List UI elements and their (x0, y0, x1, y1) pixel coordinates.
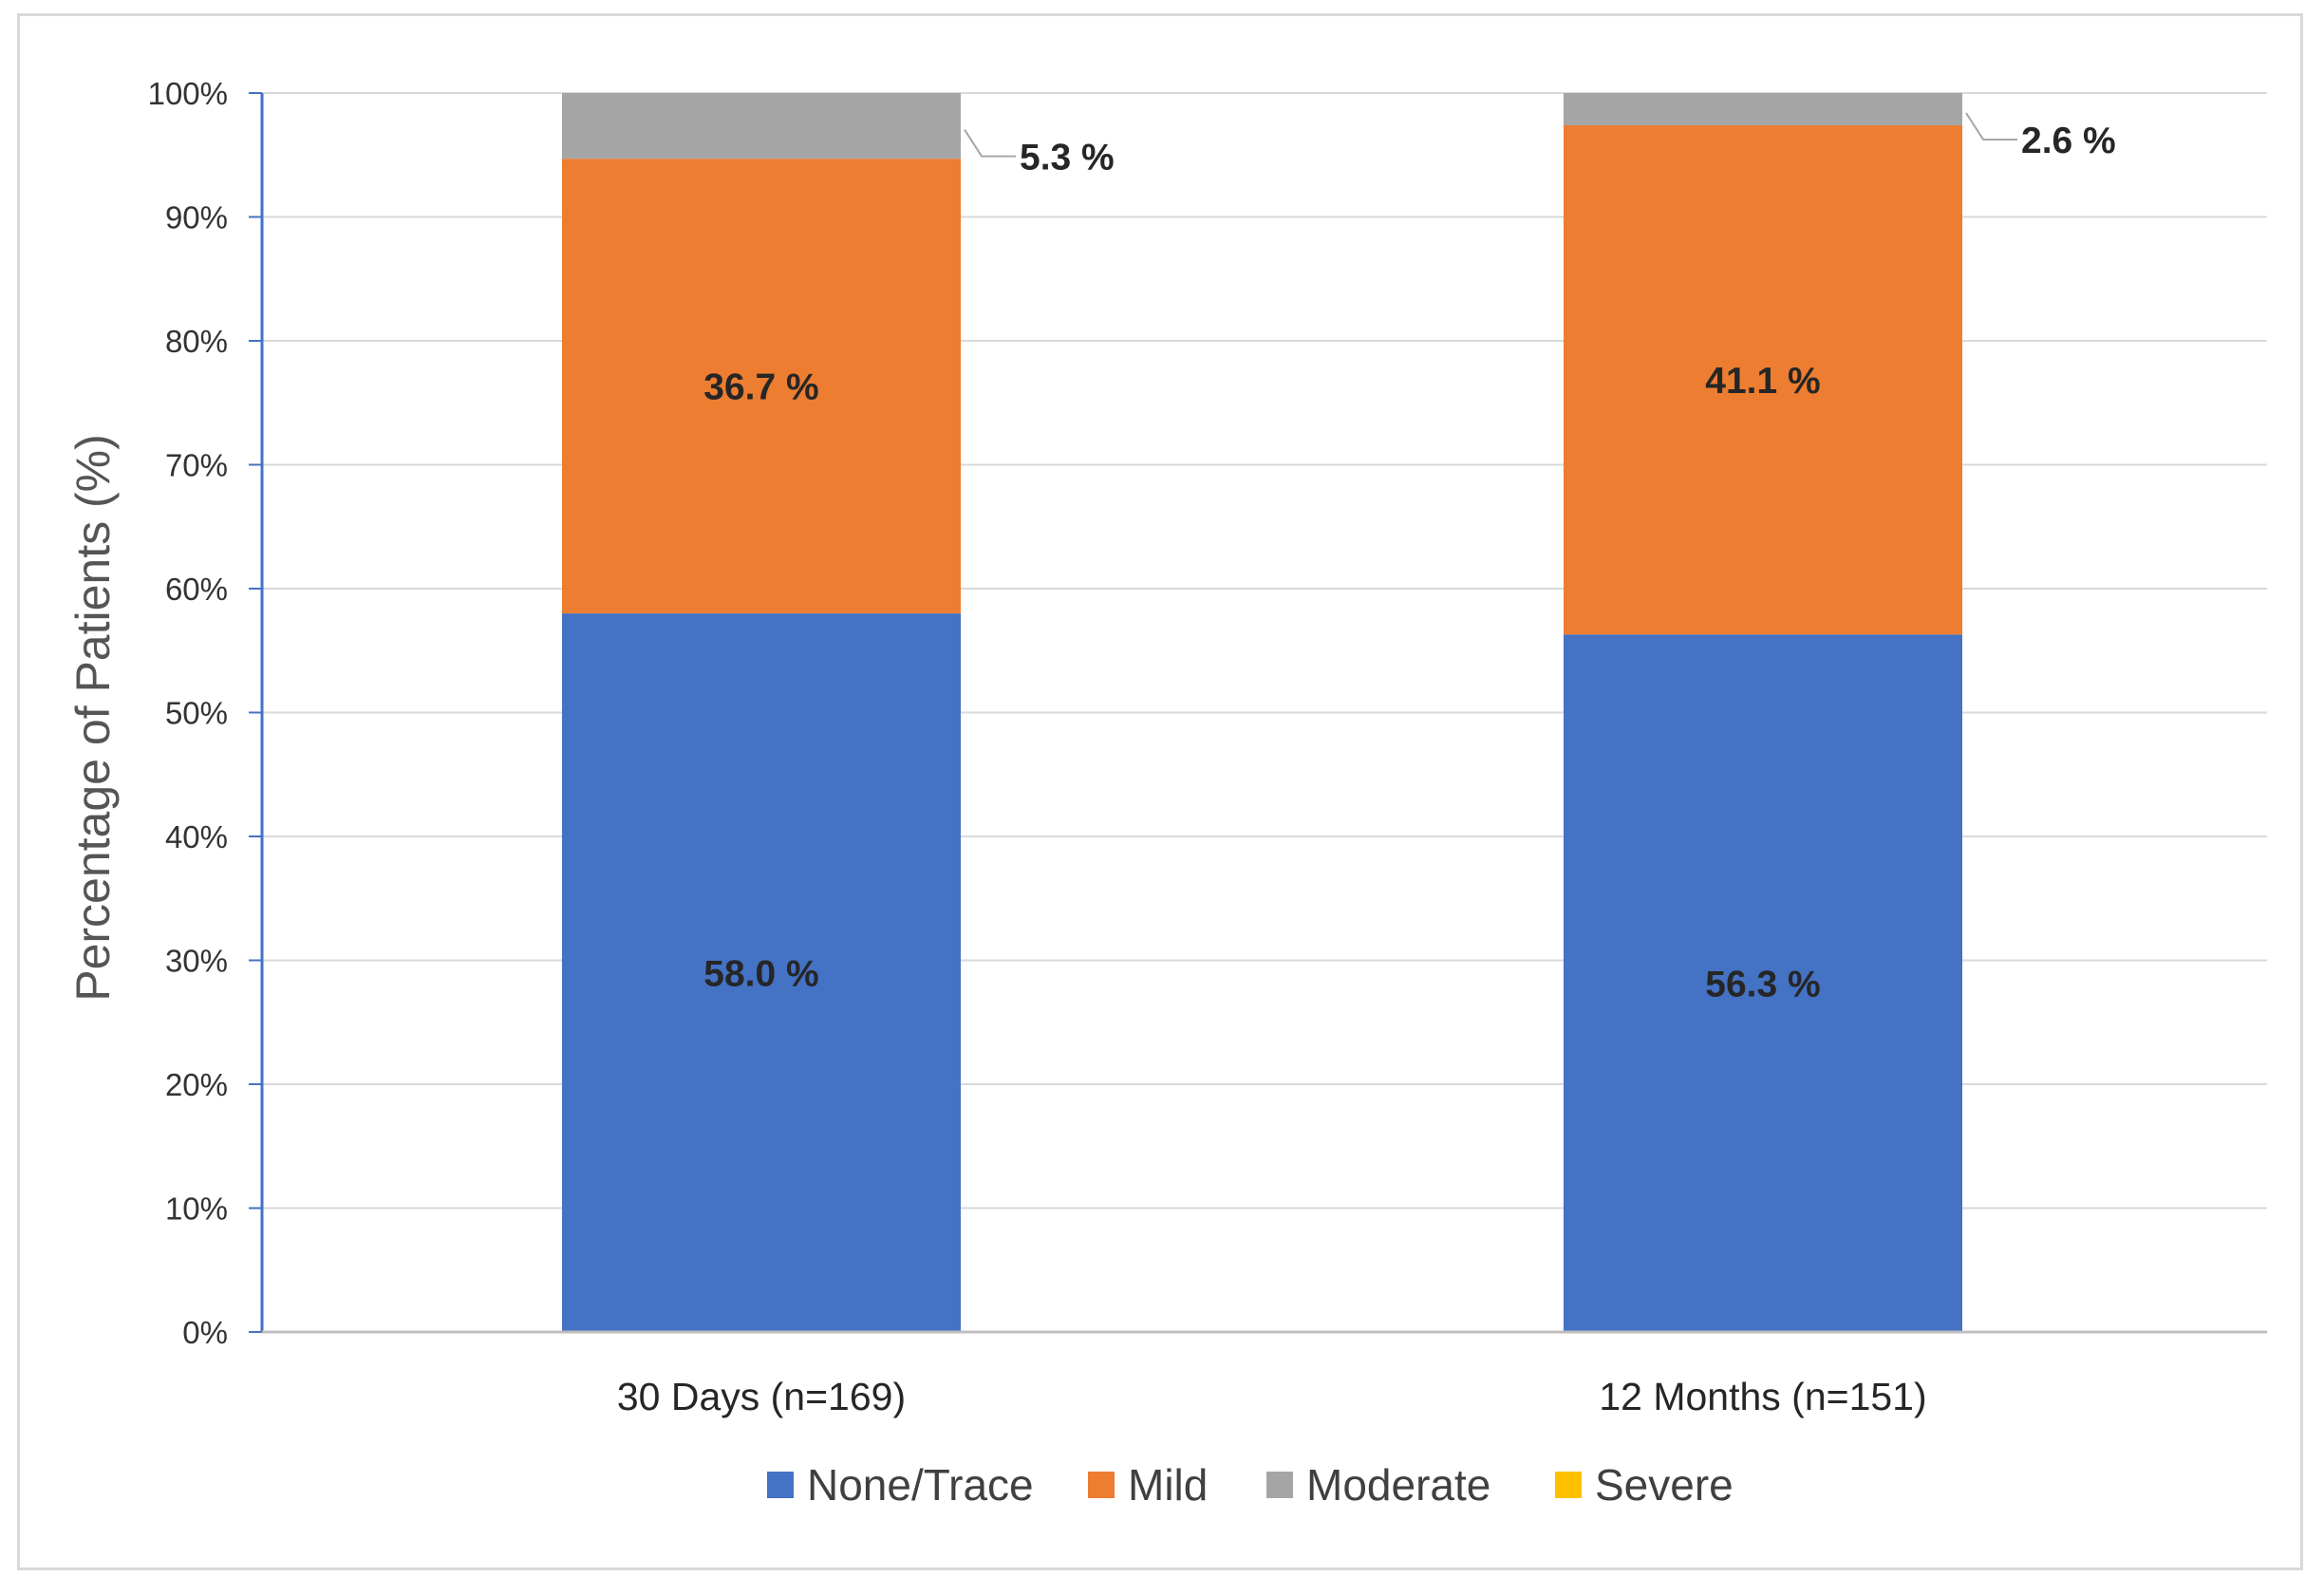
y-tick-label: 100% (148, 76, 228, 111)
bar-segment-moderate (1564, 93, 1962, 125)
bar-segment-none-trace (1564, 634, 1962, 1332)
y-tick-label: 30% (165, 944, 228, 979)
y-tick-label: 60% (165, 572, 228, 607)
x-category-label: 30 Days (n=169) (617, 1375, 906, 1418)
legend-label: Severe (1595, 1460, 1734, 1510)
axes (260, 93, 2267, 1334)
data-label: 36.7 % (703, 367, 818, 408)
legend-swatch (767, 1472, 794, 1498)
y-tick-label: 20% (165, 1067, 228, 1102)
y-tick-label: 40% (165, 819, 228, 854)
y-tick-label: 50% (165, 696, 228, 731)
leader-line (1965, 112, 2017, 141)
legend-swatch (1088, 1472, 1115, 1498)
data-labels: 58.0 % 36.7 % 5.3 % 56.3 % 41.1 % 2.6 % (703, 112, 2116, 1005)
legend-label: Moderate (1306, 1460, 1490, 1510)
legend-label: Mild (1128, 1460, 1208, 1510)
y-tick-label: 10% (165, 1192, 228, 1227)
y-axis-ticks: 0% 10% 20% 30% 40% 50% 60% 70% 80% 90% 100% (148, 76, 262, 1350)
y-axis-title: Percentage of Patients (%) (66, 434, 120, 1002)
bar-segment-mild (1564, 124, 1962, 635)
bar-segment-mild (562, 159, 961, 614)
bars (562, 93, 1962, 1332)
y-tick-label: 70% (165, 448, 228, 483)
data-label: 58.0 % (703, 954, 818, 995)
y-tick-label: 90% (165, 200, 228, 235)
bar-segment-moderate (562, 93, 961, 160)
x-category-label: 12 Months (n=151) (1599, 1375, 1926, 1418)
data-label: 41.1 % (1705, 361, 1820, 402)
x-axis-category-labels: 30 Days (n=169) 12 Months (n=151) (617, 1375, 1927, 1418)
legend-label: None/Trace (807, 1460, 1034, 1510)
legend-swatch (1266, 1472, 1293, 1498)
data-label: 5.3 % (1020, 138, 1115, 178)
bar-segment-none-trace (562, 613, 961, 1332)
legend-swatch (1555, 1472, 1582, 1498)
leader-line (964, 129, 1016, 158)
data-label: 2.6 % (2021, 121, 2116, 161)
legend: None/Trace Mild Moderate Severe (767, 1460, 1734, 1510)
y-tick-label: 80% (165, 324, 228, 359)
y-tick-label: 0% (182, 1315, 228, 1350)
data-label: 56.3 % (1705, 965, 1820, 1005)
